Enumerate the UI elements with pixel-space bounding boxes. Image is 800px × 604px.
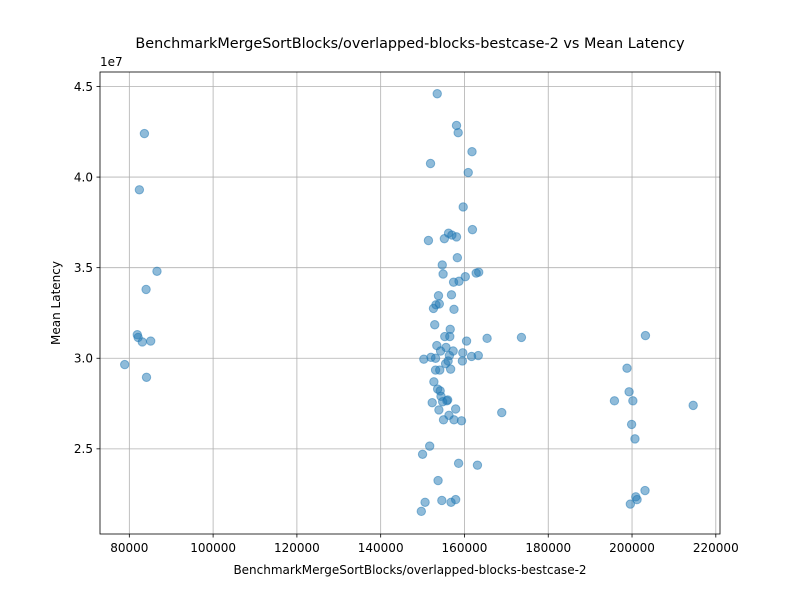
scatter-point	[467, 224, 478, 235]
scatter-point	[461, 336, 472, 346]
scatter-point	[435, 365, 445, 375]
scatter-point	[640, 485, 650, 496]
data-points	[120, 89, 698, 517]
scatter-point	[624, 387, 634, 397]
scatter-point	[628, 396, 638, 406]
scatter-point	[474, 267, 484, 277]
scatter-point	[456, 416, 467, 426]
x-tick-label: 180000	[525, 541, 571, 555]
grid	[100, 72, 720, 534]
y-tick-label: 3.0	[74, 352, 93, 366]
scatter-point	[120, 359, 130, 370]
scatter-point	[430, 353, 441, 363]
y-axis-offset-label: 1e7	[100, 55, 123, 69]
scatter-point	[424, 441, 435, 451]
scatter-point	[448, 346, 458, 356]
scatter-point	[134, 185, 145, 195]
scatter-point	[437, 495, 447, 506]
x-tick-label: 80000	[110, 541, 148, 555]
scatter-point	[453, 458, 464, 469]
scatter-point	[430, 320, 440, 330]
scatter-point	[458, 202, 468, 212]
chart-title: BenchmarkMergeSortBlocks/overlapped-bloc…	[135, 36, 685, 52]
scatter-point	[420, 497, 430, 507]
scatter-point	[450, 494, 461, 505]
x-tick-label: 220000	[693, 541, 739, 555]
scatter-point	[446, 290, 457, 300]
scatter-point	[472, 460, 483, 470]
scatter-point	[632, 494, 642, 505]
scatter-point	[438, 269, 448, 279]
x-tick-label: 140000	[358, 541, 404, 555]
plot-frame	[99, 71, 721, 535]
scatter-point	[145, 336, 156, 346]
scatter-point	[458, 348, 468, 358]
scatter-point	[622, 363, 632, 373]
scatter-point	[454, 276, 464, 286]
scatter-point	[482, 333, 492, 344]
scatter-point	[433, 291, 444, 301]
scatter-point	[429, 377, 439, 387]
axis-ticks: 80000 100000 120000 140000 160000 180000 20000…	[74, 80, 739, 555]
scatter-point	[626, 419, 637, 430]
scatter-point	[433, 475, 443, 486]
scatter-point	[443, 395, 453, 405]
scatter-point	[437, 260, 447, 270]
scatter-point	[141, 284, 151, 295]
x-tick-label: 160000	[442, 541, 488, 555]
scatter-point	[640, 330, 651, 341]
y-axis-label: Mean Latency	[49, 261, 63, 345]
scatter-point	[434, 299, 445, 309]
scatter-point	[630, 434, 640, 444]
scatter-point	[139, 128, 150, 139]
scatter-point	[463, 167, 473, 178]
scatter-point	[453, 127, 463, 138]
scatter-point	[609, 396, 620, 406]
scatter-point	[417, 449, 428, 459]
scatter-point	[688, 400, 698, 411]
scatter-point	[460, 272, 470, 282]
scatter-point	[432, 89, 442, 99]
x-tick-label: 100000	[190, 541, 236, 555]
x-tick-label: 200000	[609, 541, 655, 555]
scatter-point	[445, 324, 455, 334]
scatter-point	[452, 253, 463, 263]
scatter-point	[416, 506, 427, 517]
x-tick-label: 120000	[274, 541, 320, 555]
scatter-point	[473, 350, 483, 361]
scatter-point	[137, 337, 148, 347]
scatter-point	[450, 404, 461, 414]
scatter-point	[152, 266, 162, 276]
scatter-point	[427, 397, 437, 408]
scatter-point	[423, 235, 434, 246]
scatter-point	[445, 364, 456, 374]
scatter-point	[141, 372, 152, 382]
scatter-point	[449, 304, 459, 315]
scatter-point	[467, 147, 477, 157]
y-tick-label: 2.5	[74, 442, 93, 456]
scatter-point	[497, 407, 507, 418]
scatter-point	[434, 405, 444, 415]
y-tick-label: 4.0	[74, 170, 93, 184]
scatter-point	[457, 356, 468, 366]
scatter-point	[451, 232, 462, 242]
x-axis-label: BenchmarkMergeSortBlocks/overlapped-bloc…	[233, 563, 586, 577]
y-tick-label: 4.5	[74, 80, 93, 94]
scatter-point	[425, 158, 436, 169]
y-tick-label: 3.5	[74, 261, 93, 275]
scatter-point	[516, 332, 527, 343]
scatter-point	[625, 499, 636, 509]
